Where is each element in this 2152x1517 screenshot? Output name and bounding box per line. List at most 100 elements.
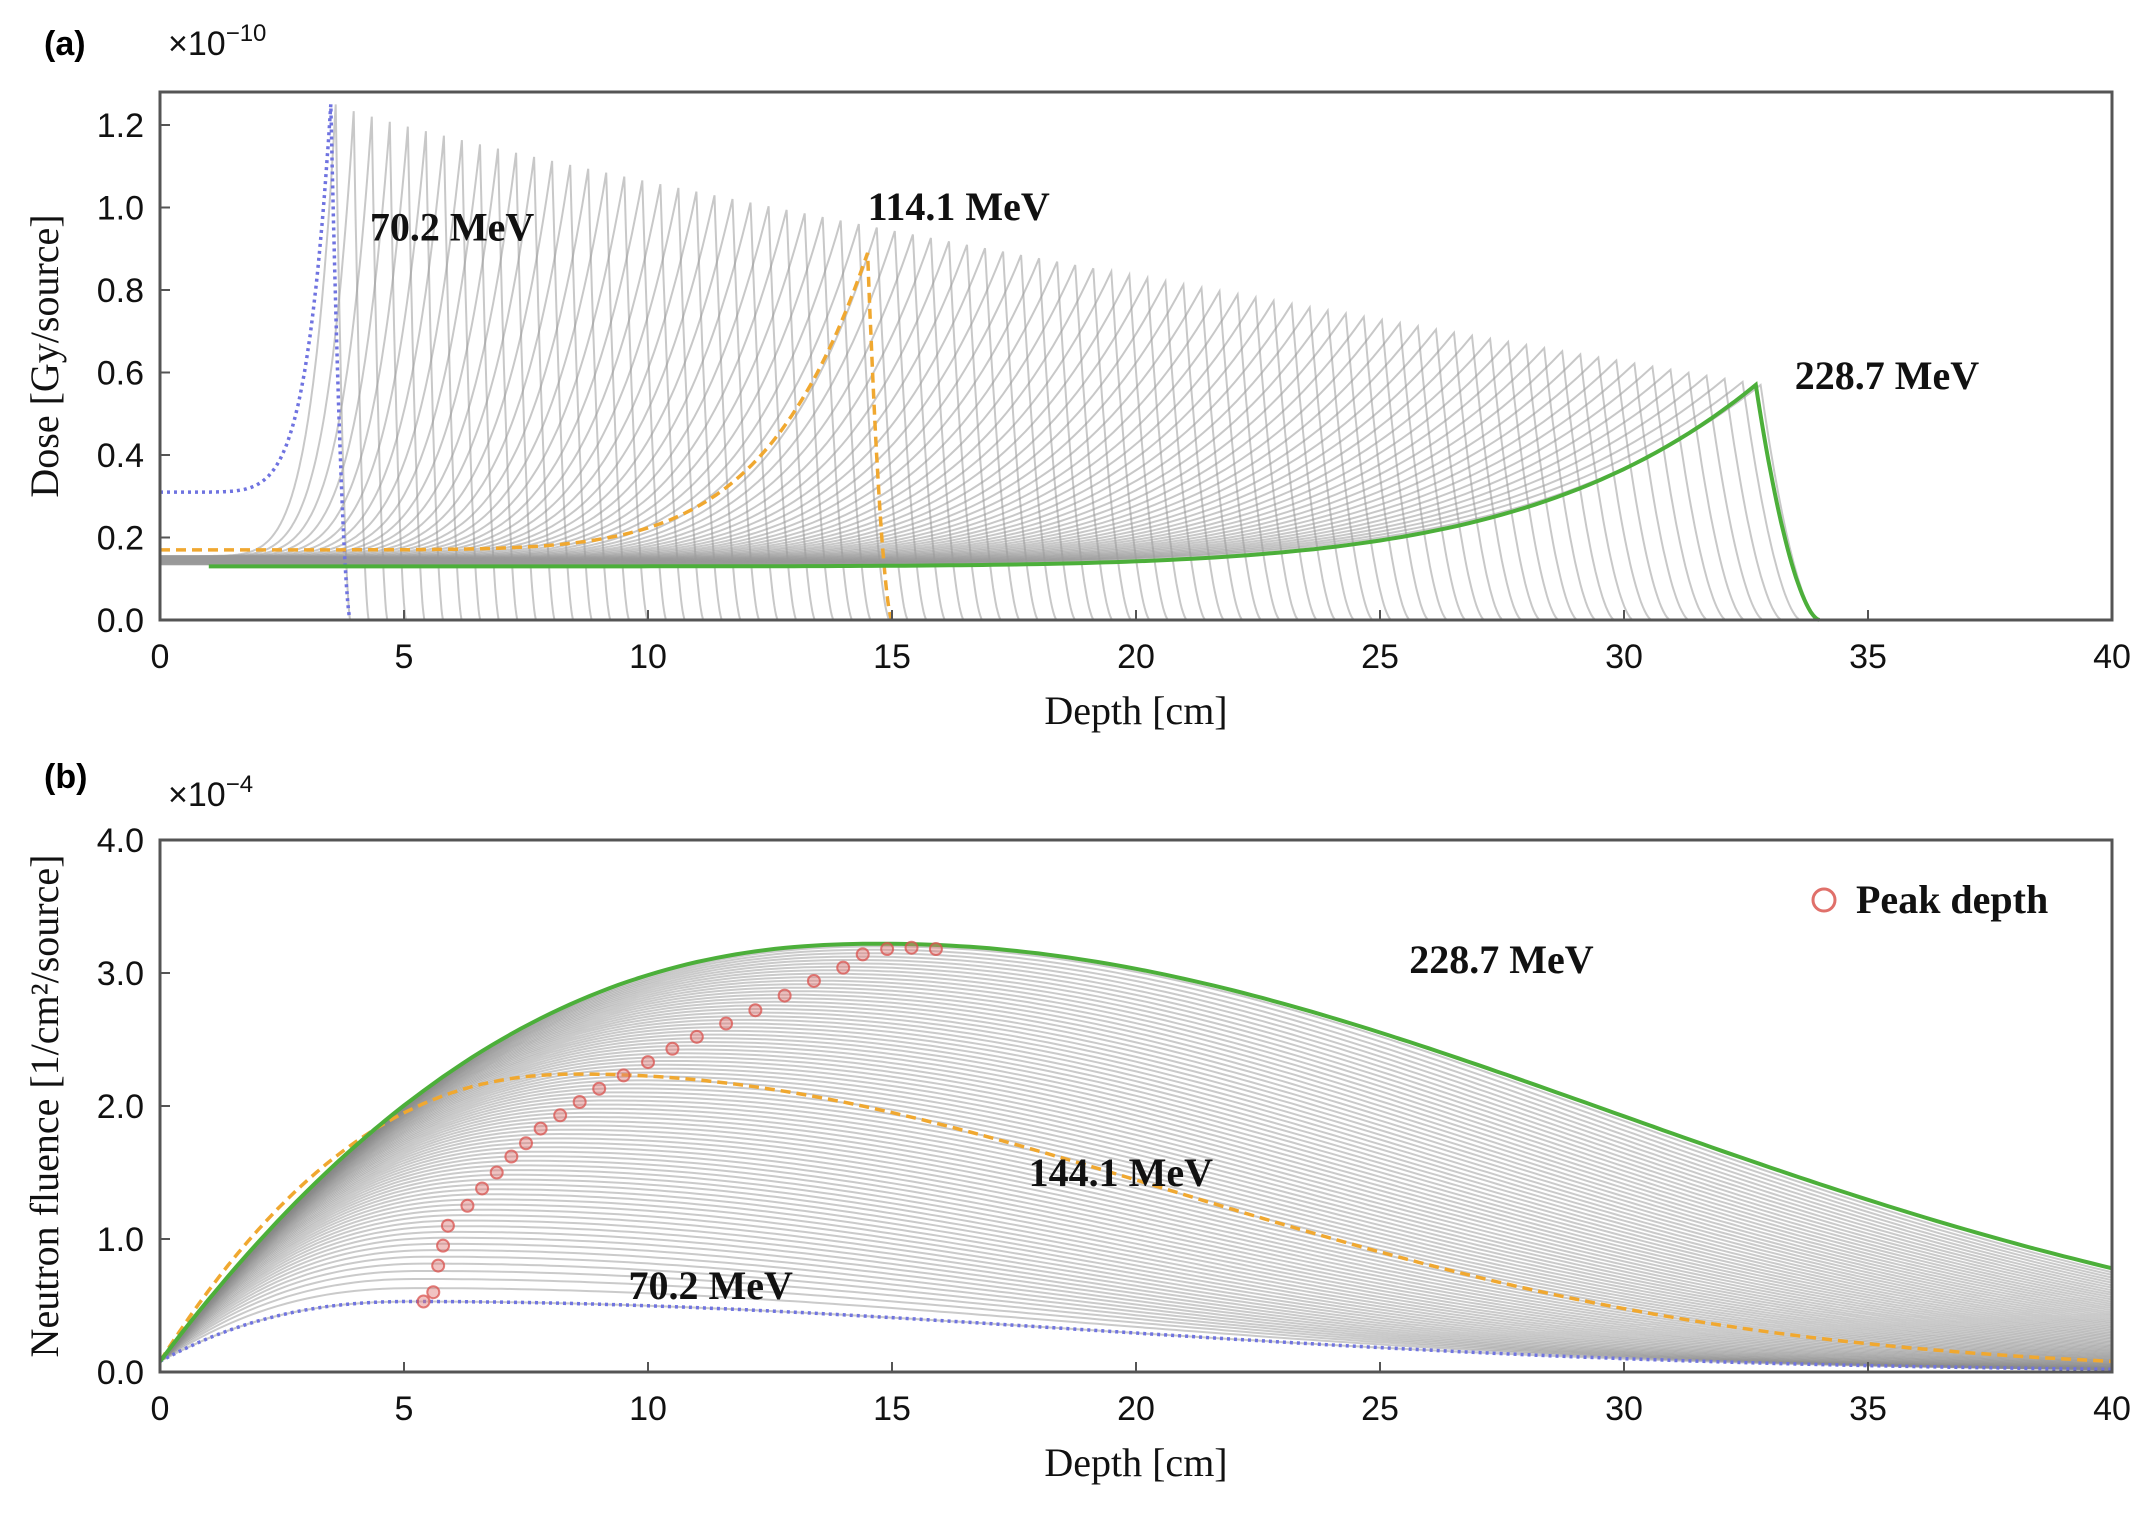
background-fluence-curve xyxy=(159,1132,2113,1363)
background-fluence-curve xyxy=(159,962,2113,1363)
panel-b-x-axis-label: Depth [cm] xyxy=(1044,1440,1227,1485)
x-tick-label: 10 xyxy=(629,1390,667,1428)
x-tick-label: 35 xyxy=(1849,638,1887,676)
background-fluence-curve xyxy=(159,1208,2113,1369)
background-fluence-curve xyxy=(159,1033,2113,1362)
background-fluence-curve xyxy=(159,1026,2113,1362)
background-fluence-curve xyxy=(159,1159,2113,1364)
background-fluence-curve xyxy=(159,1150,2113,1363)
x-tick-label: 0 xyxy=(151,1390,170,1428)
annotation-label: 70.2 MeV xyxy=(370,205,535,250)
background-fluence-curve xyxy=(159,1219,2113,1370)
background-fluence-curve xyxy=(159,1018,2113,1362)
y-tick-label: 4.0 xyxy=(97,822,144,860)
background-fluence-curve xyxy=(159,1011,2113,1362)
background-fluence-curve xyxy=(159,1037,2113,1362)
background-fluence-curve xyxy=(159,1103,2113,1363)
peak-depth-point xyxy=(689,1029,704,1044)
dose-curve-70-2-MeV xyxy=(160,104,352,621)
panel-b-y-axis-label: Neutron fluence [1/cm²/source] xyxy=(22,855,67,1358)
x-tick-label: 15 xyxy=(873,638,911,676)
panel-b-ticks: 0 5 10 15 20 25 30 35 40 0.0 1.0 2.0 3.0 4.0 xyxy=(97,822,2131,1428)
background-fluence-curve xyxy=(159,1083,2113,1363)
background-fluence-curve xyxy=(159,1063,2113,1363)
peak-depth-point xyxy=(880,942,895,957)
peak-depth-point xyxy=(665,1041,680,1056)
x-tick-label: 10 xyxy=(629,638,667,676)
background-fluence-curve xyxy=(159,1198,2113,1368)
background-dose-curve xyxy=(160,307,1374,621)
y-tick-label: 1.2 xyxy=(97,107,144,145)
panel-a-y-axis-label: Dose [Gy/source] xyxy=(22,214,67,497)
background-fluence-curve xyxy=(159,1214,2113,1369)
y-tick-label: 0.4 xyxy=(97,437,144,475)
panel-a-ticks: 0 5 10 15 20 25 30 35 40 0.0 0.2 0.4 0.6 0.8 1.0 1.2 xyxy=(97,107,2131,676)
background-fluence-curve xyxy=(159,1008,2113,1363)
panel-b-peak-depth-points xyxy=(416,940,943,1309)
panel-b-legend: Peak depth xyxy=(1811,877,2048,922)
peak-depth-point xyxy=(616,1068,631,1083)
background-fluence-curve xyxy=(159,955,2113,1363)
x-tick-label: 20 xyxy=(1117,638,1155,676)
background-fluence-curve xyxy=(159,976,2113,1363)
panel-b-annotations: 228.7 MeV 144.1 MeV 70.2 MeV xyxy=(628,937,1593,1308)
fluence-curve-228-7-MeV xyxy=(158,941,2113,1363)
background-fluence-curve xyxy=(159,1169,2113,1366)
peak-depth-point xyxy=(806,973,821,988)
background-fluence-curve xyxy=(159,993,2113,1363)
background-fluence-curve xyxy=(159,1015,2113,1362)
background-fluence-curve xyxy=(159,1041,2113,1362)
peak-depth-point xyxy=(519,1136,533,1151)
background-fluence-curve xyxy=(159,1137,2113,1363)
peak-depth-point xyxy=(475,1181,490,1196)
peak-depth-point xyxy=(426,1285,441,1300)
background-fluence-curve xyxy=(159,1091,2113,1363)
x-tick-label: 5 xyxy=(395,1390,414,1428)
background-fluence-curve xyxy=(159,986,2113,1363)
x-tick-label: 30 xyxy=(1605,1390,1643,1428)
annotation-label: 228.7 MeV xyxy=(1409,937,1594,982)
panel-b: (b) ×10−4 0 5 10 15 20 25 30 35 40 0.0 1.0 2.0 3.0 4.… xyxy=(22,758,2131,1485)
y-tick-label: 0.6 xyxy=(97,355,144,393)
background-fluence-curve xyxy=(159,1188,2113,1367)
background-fluence-curve xyxy=(159,1230,2113,1370)
peak-depth-point xyxy=(489,1165,504,1180)
background-fluence-curve xyxy=(159,1120,2113,1363)
background-fluence-curve xyxy=(159,1071,2113,1363)
x-tick-label: 40 xyxy=(2093,638,2131,676)
background-dose-curve xyxy=(160,380,1802,621)
y-tick-label: 0.2 xyxy=(97,520,144,558)
background-fluence-curve xyxy=(159,1075,2113,1363)
peak-depth-point xyxy=(855,947,870,962)
background-fluence-curve xyxy=(159,972,2113,1363)
background-fluence-curve xyxy=(159,1242,2113,1370)
peak-depth-point xyxy=(572,1095,587,1110)
peak-depth-point xyxy=(504,1149,519,1164)
background-fluence-curve xyxy=(159,1095,2113,1363)
background-fluence-curve xyxy=(159,1178,2113,1367)
background-fluence-curve xyxy=(159,1099,2113,1363)
panel-a-annotations: 70.2 MeV 114.1 MeV 228.7 MeV xyxy=(370,184,1979,398)
peak-depth-point xyxy=(553,1108,568,1123)
y-tick-label: 2.0 xyxy=(97,1088,144,1126)
annotation-label: 70.2 MeV xyxy=(628,1263,793,1308)
x-tick-label: 5 xyxy=(395,638,414,676)
peak-depth-point xyxy=(436,1238,451,1253)
background-fluence-curve xyxy=(159,1000,2113,1363)
background-fluence-curve xyxy=(159,948,2113,1363)
y-tick-label: 1.0 xyxy=(97,190,144,228)
peak-depth-point xyxy=(904,940,919,955)
background-fluence-curve xyxy=(159,997,2113,1363)
peak-depth-point xyxy=(533,1121,548,1136)
background-fluence-curve xyxy=(159,1029,2113,1362)
background-fluence-curve xyxy=(159,1173,2113,1366)
background-fluence-curve xyxy=(159,1128,2113,1363)
legend-peak-depth-label: Peak depth xyxy=(1856,877,2048,922)
y-tick-label: 0.0 xyxy=(97,602,144,640)
x-tick-label: 30 xyxy=(1605,638,1643,676)
x-tick-label: 35 xyxy=(1849,1390,1887,1428)
background-fluence-curve xyxy=(159,1111,2113,1363)
background-dose-curve xyxy=(160,301,1337,621)
background-fluence-curve xyxy=(159,965,2113,1363)
background-fluence-curve xyxy=(159,1079,2113,1363)
